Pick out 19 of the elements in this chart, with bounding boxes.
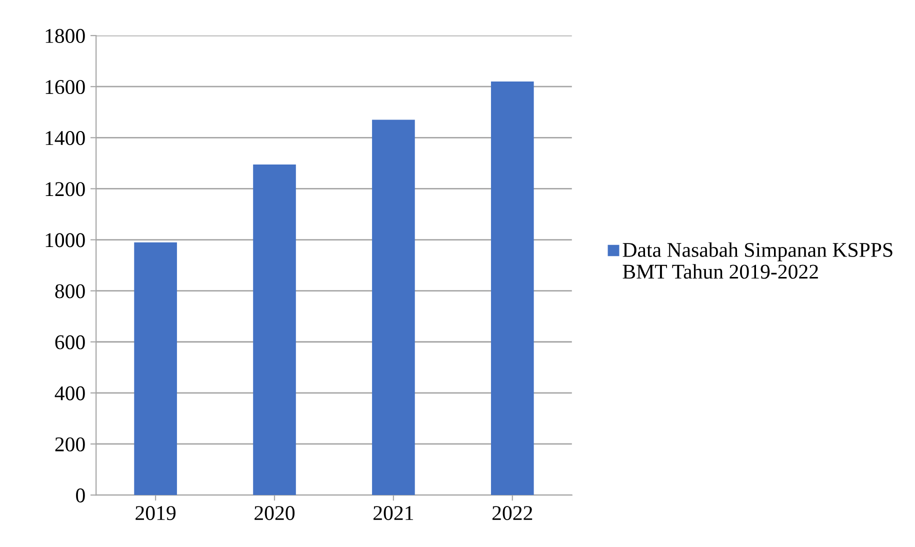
y-tick-label: 1800 — [46, 28, 85, 43]
bar — [253, 164, 296, 496]
y-tick-label: 400 — [54, 386, 85, 400]
y-tick-label: 1600 — [46, 80, 85, 94]
y-tick-label: 1400 — [46, 131, 85, 146]
y-tick-label: 200 — [55, 437, 85, 452]
x-tick-label: 2019 — [136, 506, 176, 520]
x-tick-label: 2020 — [254, 506, 295, 520]
x-tick-label: 2022 — [492, 506, 532, 520]
bar — [490, 82, 534, 496]
y-tick-label: 0 — [76, 488, 85, 502]
y-tick-label: 600 — [55, 335, 85, 350]
y-tick-label: 1000 — [46, 233, 85, 248]
bar — [134, 242, 177, 496]
y-tick-label: 1200 — [46, 182, 85, 196]
x-tick-label: 2021 — [374, 506, 414, 520]
legend-label: Data Nasabah Simpanan KSPPS BMT Tahun 2019-2022 — [622, 242, 892, 279]
y-tick-label: 800 — [55, 284, 85, 298]
bar — [372, 120, 415, 496]
